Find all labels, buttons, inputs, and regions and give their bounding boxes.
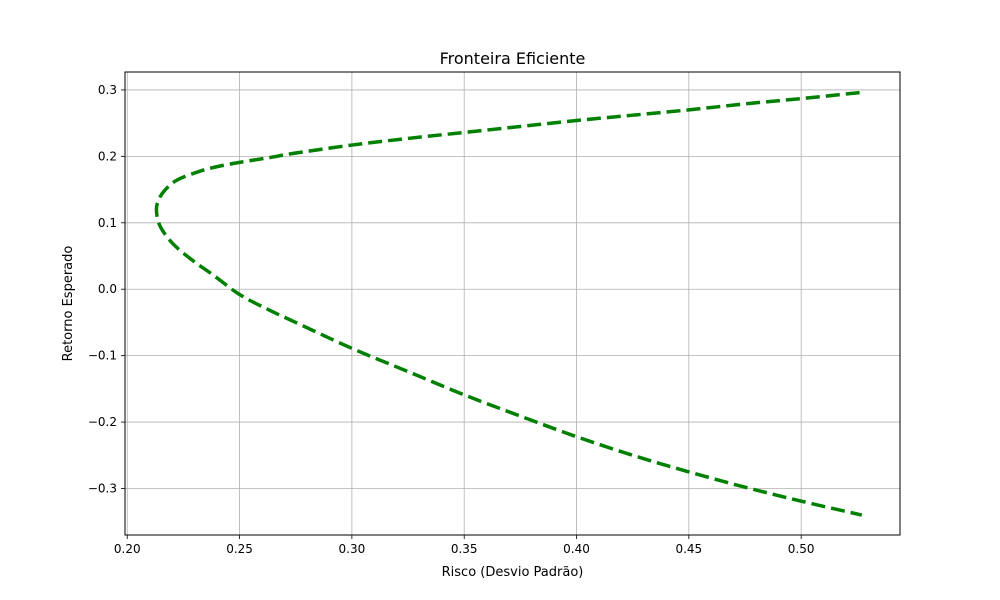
y-tick-label: −0.1: [88, 349, 117, 363]
y-tick-label: −0.3: [88, 482, 117, 496]
chart-title: Fronteira Eficiente: [440, 49, 586, 68]
series-layer: [154, 90, 863, 517]
x-tick-label: 0.50: [788, 542, 815, 556]
x-tick-label: 0.30: [339, 542, 366, 556]
axis-ticks: 0.20 0.25 0.30 0.35 0.40 0.45 0.50 −0.3 −0.2 −0.1…: [88, 83, 815, 556]
x-tick-label: 0.35: [451, 542, 478, 556]
y-tick-label: 0.2: [98, 149, 117, 163]
y-tick-label: 0.3: [98, 83, 117, 97]
x-axis-label: Risco (Desvio Padrão): [442, 565, 584, 580]
plot-frame: [124, 71, 901, 536]
y-tick-label: 0.1: [98, 216, 117, 230]
efficient-frontier-line: [154, 90, 863, 517]
y-tick-label: −0.2: [88, 415, 117, 429]
x-tick-label: 0.45: [675, 542, 702, 556]
grid: [125, 72, 900, 535]
x-tick-label: 0.25: [226, 542, 253, 556]
y-tick-label: 0.0: [98, 282, 117, 296]
x-tick-label: 0.20: [114, 542, 141, 556]
x-tick-label: 0.40: [563, 542, 590, 556]
y-axis-label: Retorno Esperado: [61, 246, 76, 362]
